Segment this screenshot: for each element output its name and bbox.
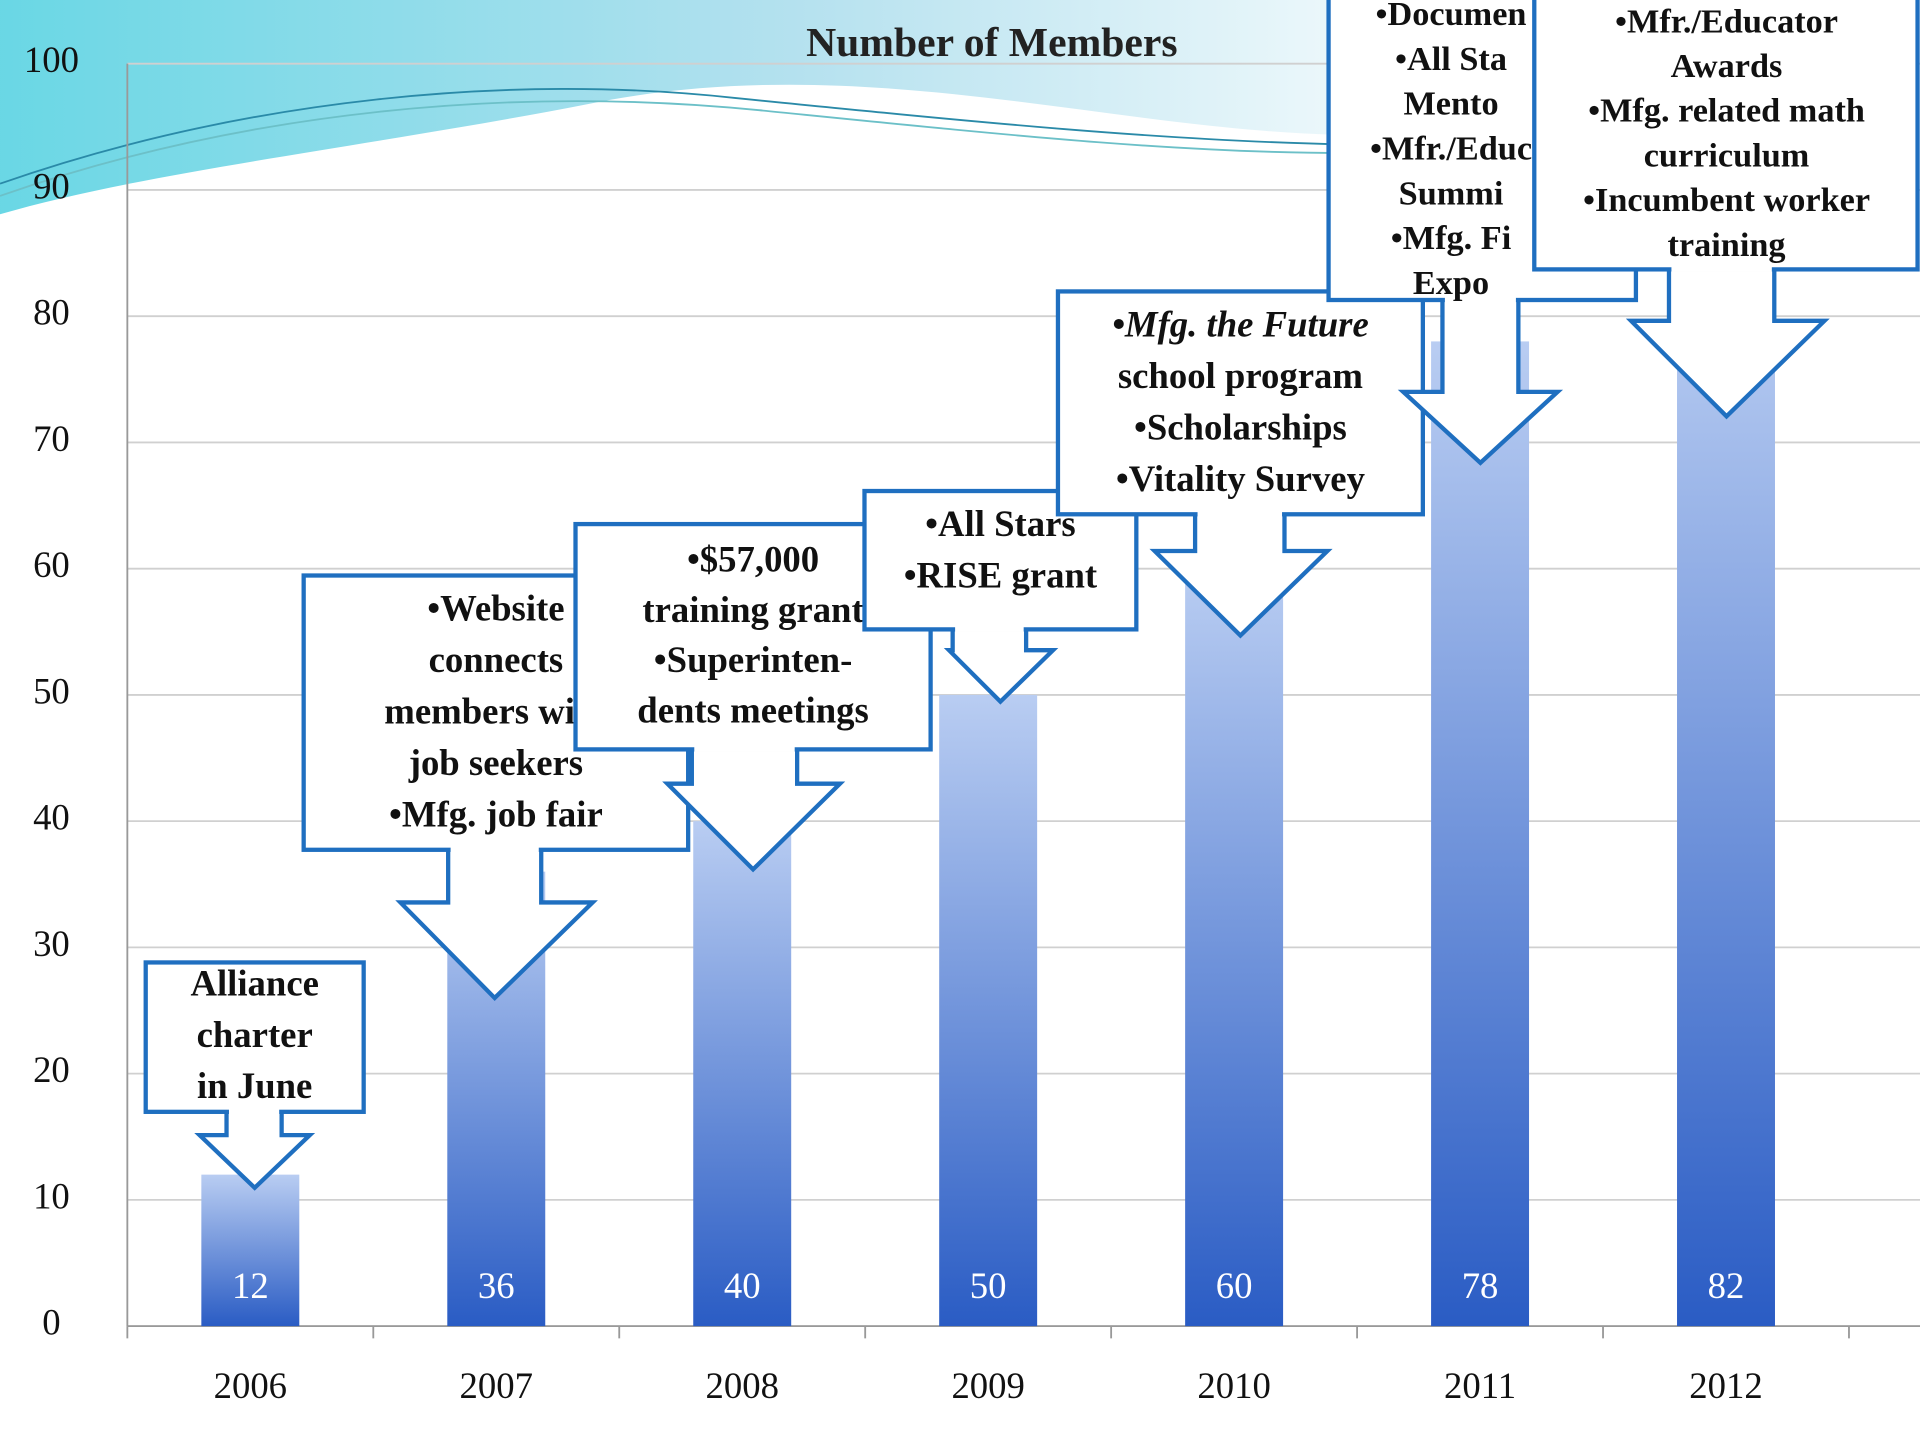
bar bbox=[693, 821, 792, 1327]
callout-text: •Website bbox=[427, 588, 564, 629]
callout-text: Alliance bbox=[190, 962, 319, 1003]
x-tick-label: 2009 bbox=[951, 1365, 1024, 1406]
chart-title: Number of Members bbox=[806, 20, 1177, 66]
callout-arrow bbox=[1625, 269, 1830, 420]
callout-text: training bbox=[1668, 226, 1786, 264]
value-label: 82 bbox=[1708, 1265, 1745, 1306]
callout-text: Mento bbox=[1403, 85, 1498, 123]
value-label: 50 bbox=[970, 1265, 1007, 1306]
callout-arrow bbox=[395, 849, 598, 1001]
callout: •$57,000 training grant •Superinten-dents … bbox=[573, 521, 933, 873]
callout-text: members with bbox=[384, 691, 607, 732]
callout-text: •Mfr./Educ bbox=[1370, 129, 1532, 167]
plot: 0 10 20 30 40 50 60 70 80 90 100 2006 12 2007 36 2008 40… bbox=[24, 0, 1920, 1406]
callout-box bbox=[143, 960, 366, 1114]
callout-text: •Documen bbox=[1376, 0, 1527, 33]
callout-text: in June bbox=[197, 1065, 312, 1106]
bar bbox=[201, 1174, 300, 1327]
callout-text: •Superinten- bbox=[654, 639, 853, 680]
callout-text: •Vitality Survey bbox=[1116, 458, 1365, 499]
decoration bbox=[0, 100, 1347, 197]
value-label: 78 bbox=[1462, 1265, 1499, 1306]
callout-text: Summi bbox=[1399, 174, 1504, 212]
value-label: 60 bbox=[1216, 1265, 1253, 1306]
callout: •Mfr./Educator Awards •Mfg. related math cu… bbox=[1532, 0, 1920, 420]
callout-text: training grant bbox=[642, 589, 864, 630]
y-tick-label: 40 bbox=[33, 797, 70, 838]
callout-text: charter bbox=[197, 1014, 313, 1055]
y-tick-label: 50 bbox=[33, 670, 70, 711]
y-tick-label: 100 bbox=[24, 39, 79, 80]
value-label: 40 bbox=[724, 1265, 761, 1306]
callout: Alliance charter in June bbox=[143, 960, 366, 1191]
callout-text: •Mfg. job fair bbox=[389, 793, 603, 834]
y-tick-label: 20 bbox=[33, 1049, 70, 1090]
callout-text: •Incumbent worker bbox=[1583, 181, 1870, 219]
y-tick-label: 90 bbox=[33, 165, 70, 206]
callout-arrow bbox=[1149, 514, 1333, 639]
callout-text: •Mfg. Fi bbox=[1391, 219, 1512, 257]
callout-text: •Mfg. the Future bbox=[1112, 304, 1369, 345]
y-tick-label: 60 bbox=[33, 544, 70, 585]
callout-text: curriculum bbox=[1644, 136, 1810, 174]
callout-arrow bbox=[1397, 300, 1564, 466]
callout-text: school program bbox=[1118, 355, 1363, 396]
callout-text: dents meetings bbox=[637, 689, 869, 730]
value-label: 36 bbox=[478, 1265, 515, 1306]
value-label: 12 bbox=[232, 1265, 269, 1306]
callout-arrow bbox=[943, 629, 1059, 705]
callout-text: •$57,000 bbox=[687, 539, 819, 580]
bar bbox=[1677, 290, 1775, 1327]
x-tick-label: 2010 bbox=[1197, 1365, 1270, 1406]
callout-text: connects bbox=[429, 639, 564, 680]
callout-text: •Scholarships bbox=[1134, 406, 1347, 447]
x-tick-label: 2006 bbox=[214, 1365, 287, 1406]
callout-text: •All Stars bbox=[925, 503, 1076, 544]
callout-arrow bbox=[662, 749, 846, 873]
decoration bbox=[0, 0, 1335, 215]
y-tick-label: 70 bbox=[33, 418, 70, 459]
y-tick-label: 10 bbox=[33, 1175, 70, 1216]
x-tick-label: 2012 bbox=[1689, 1365, 1762, 1406]
decoration bbox=[0, 88, 1347, 185]
bar bbox=[1431, 341, 1530, 1327]
x-tick-label: 2011 bbox=[1444, 1365, 1516, 1406]
callout-text: job seekers bbox=[408, 742, 583, 783]
callout-text: •RISE grant bbox=[904, 555, 1098, 596]
callout-box bbox=[1055, 289, 1426, 517]
callout-text: •All Sta bbox=[1395, 40, 1507, 78]
y-tick-label: 30 bbox=[33, 923, 70, 964]
callout: •Mfg. the Future school program •Scholarsh… bbox=[1055, 289, 1426, 639]
x-tick-label: 2008 bbox=[705, 1365, 778, 1406]
callout-text: •Mfr./Educator bbox=[1615, 2, 1838, 40]
callout-text: •Mfg. related math bbox=[1588, 92, 1865, 130]
bar bbox=[939, 694, 1038, 1327]
y-tick-label: 0 bbox=[42, 1302, 60, 1343]
callout-arrow bbox=[194, 1111, 316, 1191]
bar bbox=[1185, 568, 1284, 1327]
callout-text: Awards bbox=[1671, 47, 1783, 85]
x-tick-label: 2007 bbox=[460, 1365, 533, 1406]
y-tick-label: 80 bbox=[33, 292, 70, 333]
callout-text: Expo bbox=[1413, 264, 1489, 302]
